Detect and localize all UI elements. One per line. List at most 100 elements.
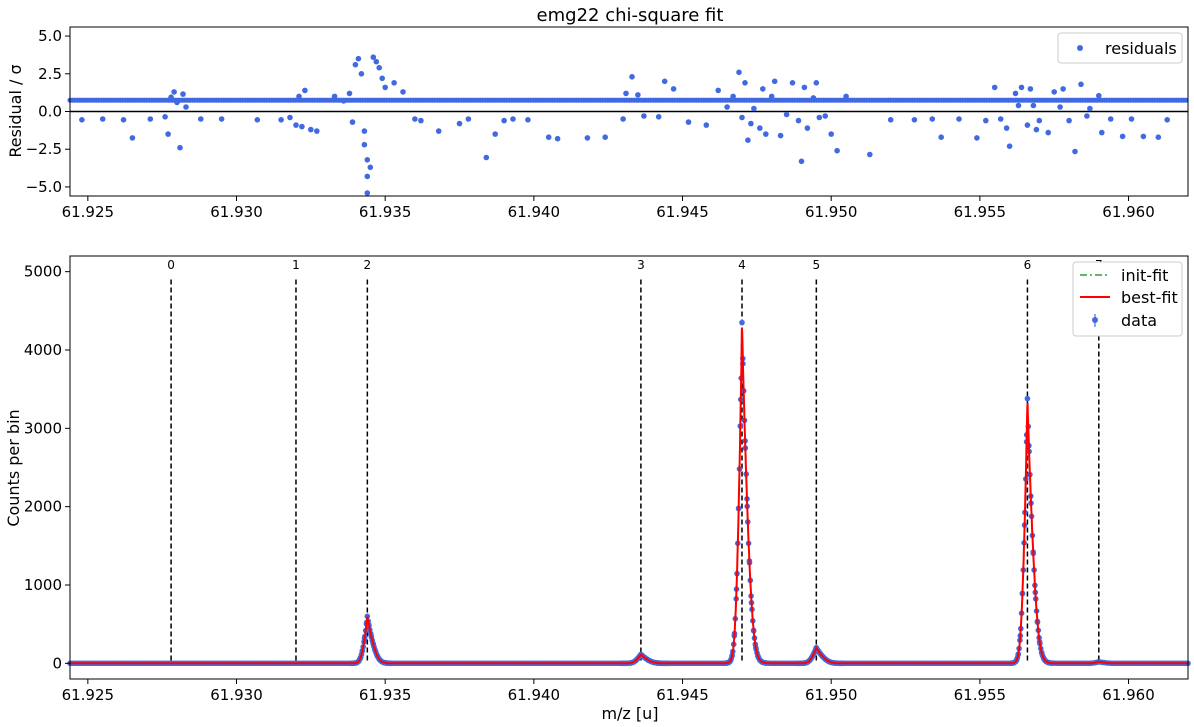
fit-curves [70,327,1188,665]
residual-point [120,117,127,123]
residual-point [510,116,516,122]
residual-point [364,173,371,180]
residual-point [370,54,377,60]
legend-box [1057,32,1183,64]
residual-point [1024,122,1031,128]
residual-point [641,113,647,119]
counts-y-ticks: 0 1000 2000 3000 4000 5000 [24,263,70,672]
residual-point [367,164,374,171]
x-tick-label: 61.935 [359,686,412,704]
residual-point [1051,89,1057,95]
residual-point [801,84,808,91]
residuals-legend: residuals [1057,32,1183,64]
x-tick-label: 61.955 [954,203,1007,221]
residual-point [798,158,805,165]
residual-point [1066,117,1072,124]
residual-point [1128,116,1135,122]
residual-point [777,132,784,139]
peak-marker-label: 5 [813,258,821,272]
residual-point [929,116,936,122]
legend-label-best-fit: best-fit [1121,288,1178,307]
residual-point [352,61,359,68]
residual-point [991,84,998,91]
residuals-markers [67,54,1189,196]
legend-label-init-fit: init-fit [1121,266,1168,285]
residual-point [703,122,710,128]
residual-point [331,93,338,100]
residual-point [79,117,85,123]
residual-point [346,90,353,97]
x-tick-label: 61.950 [805,203,858,221]
residual-point [887,117,894,123]
chart-title: emg22 chi-square fit [537,5,724,26]
residual-point [400,89,406,95]
residual-point [1164,117,1170,123]
residual-point [804,125,811,131]
residual-point [1072,148,1078,155]
residual-point [314,128,320,134]
residual-point [745,137,751,143]
residual-point [1096,92,1102,99]
residual-point [183,104,189,110]
residual-point [629,74,635,80]
residual-point [299,123,305,130]
residual-point [254,117,261,123]
residual-point [180,91,186,97]
residual-point [760,86,766,92]
residual-point [974,135,980,141]
residual-point [843,93,849,100]
residual-point [525,117,531,123]
residual-point [287,114,293,121]
y-tick-label: −2.5 [26,140,62,158]
residual-point [174,99,180,106]
residual-point [867,151,873,158]
residual-point [1006,143,1013,149]
residual-point [293,122,299,128]
residual-point [715,87,721,94]
residual-point [810,95,817,101]
x-tick-label: 61.930 [210,686,263,704]
residual-point [670,86,677,92]
residual-point [783,111,790,118]
x-axis-label: m/z [u] [601,704,658,723]
residual-point [1057,104,1063,110]
legend-swatch-data-dot [1092,317,1098,323]
legend-label-data: data [1121,311,1157,330]
residual-point [655,114,662,120]
residual-point [171,89,177,95]
residual-point [361,141,368,148]
residual-point [911,117,918,123]
residual-point [1060,86,1066,92]
peak-marker-label: 2 [364,258,372,272]
residual-point [1140,133,1147,140]
residuals-panel: emg22 chi-square fit Residual / σ 61.925… [6,5,1189,221]
x-tick-label: 61.925 [62,686,115,704]
residual-point [661,78,668,85]
residual-point [828,131,834,137]
residual-point [177,144,183,151]
x-tick-label: 61.960 [1102,686,1155,704]
x-tick-label: 61.935 [359,203,412,221]
residual-point [373,58,380,65]
residual-point [391,80,397,86]
residual-point [1183,97,1189,103]
residual-point [1030,102,1037,109]
peak-marker-label: 6 [1024,258,1032,272]
residual-point [364,157,371,163]
residual-point [308,126,314,133]
x-tick-label: 61.945 [656,203,709,221]
x-tick-label: 61.940 [508,686,561,704]
x-tick-label: 61.940 [508,203,561,221]
residual-point [1087,105,1093,112]
x-tick-label: 61.945 [656,686,709,704]
residual-point [584,135,591,141]
residual-point [376,64,383,71]
residual-point [456,120,463,127]
residual-point [1018,84,1025,91]
residual-point [956,116,962,122]
residual-point [938,134,944,140]
residual-point [623,90,629,97]
best-fit-line [70,327,1188,665]
